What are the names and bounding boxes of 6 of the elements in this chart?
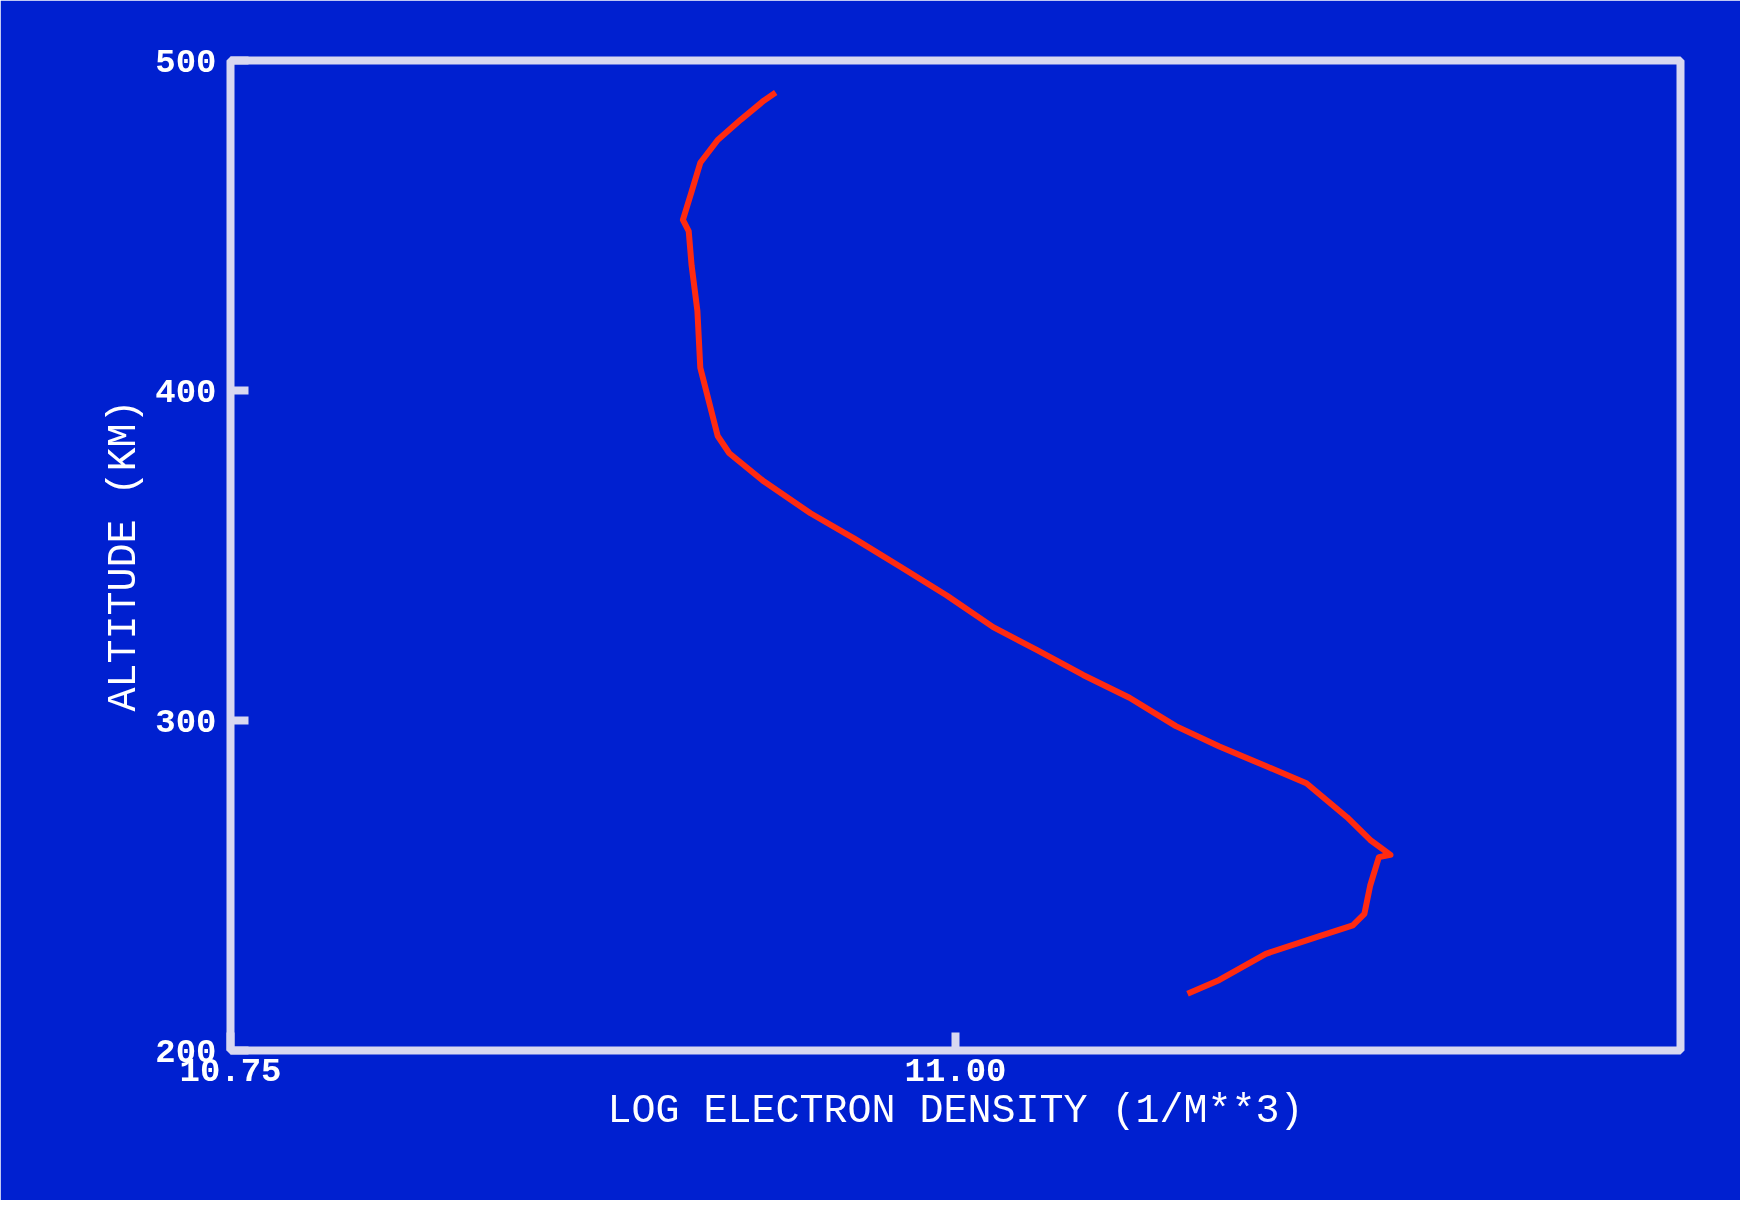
y-axis-title: ALTITUDE (KM): [102, 399, 148, 712]
x-tick-label: 11.00: [904, 1052, 1007, 1091]
y-tick-label: 500: [155, 43, 217, 82]
y-tick-label: 400: [155, 373, 217, 412]
y-tick-label: 300: [155, 703, 217, 742]
x-axis-title: LOG ELECTRON DENSITY (1/M**3): [607, 1088, 1304, 1134]
